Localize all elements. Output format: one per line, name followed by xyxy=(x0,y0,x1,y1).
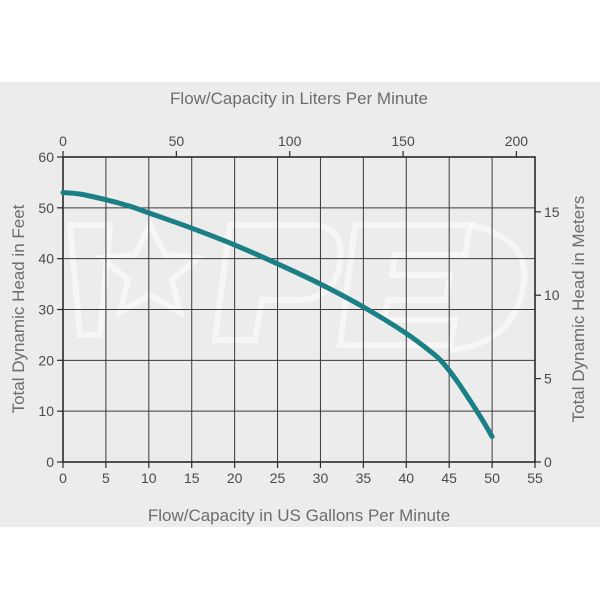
y-axis-title: Total Dynamic Head in Feet xyxy=(9,204,28,413)
x-tick-label: 55 xyxy=(527,470,543,486)
x-tick-labels: 0 5 10 15 20 25 30 35 40 45 50 55 xyxy=(59,462,543,486)
x-tick-label: 30 xyxy=(313,470,329,486)
y2-tick-label: 15 xyxy=(544,204,560,220)
x2-tick-label: 100 xyxy=(278,133,302,149)
pep-watermark-logo xyxy=(66,218,528,353)
x-tick-label: 10 xyxy=(141,470,157,486)
y-tick-label: 40 xyxy=(38,251,54,267)
x-axis-title: Flow/Capacity in US Gallons Per Minute xyxy=(148,506,450,525)
grid-lines xyxy=(62,156,536,463)
y-tick-label: 50 xyxy=(38,200,54,216)
x-tick-label: 45 xyxy=(441,470,457,486)
x2-axis-title: Flow/Capacity in Liters Per Minute xyxy=(170,89,428,108)
y2-tick-label: 5 xyxy=(544,371,552,387)
x-tick-label: 50 xyxy=(484,470,500,486)
x2-tick-label: 200 xyxy=(505,133,529,149)
y-tick-label: 60 xyxy=(38,149,54,165)
y-tick-label: 20 xyxy=(38,352,54,368)
x-tick-label: 25 xyxy=(270,470,286,486)
pump-curve-line xyxy=(60,190,495,440)
x-tick-label: 0 xyxy=(59,470,67,486)
y-tick-label: 30 xyxy=(38,302,54,318)
x-tick-label: 35 xyxy=(356,470,372,486)
y2-tick-label: 10 xyxy=(544,287,560,303)
x2-tick-label: 50 xyxy=(169,133,185,149)
x2-tick-labels: 0 50 100 150 200 xyxy=(59,133,528,157)
y-tick-labels: 0 10 20 30 40 50 60 xyxy=(38,149,63,470)
x-tick-label: 15 xyxy=(184,470,200,486)
y-tick-label: 0 xyxy=(46,454,54,470)
x2-tick-label: 0 xyxy=(59,133,67,149)
y-tick-label: 10 xyxy=(38,403,54,419)
x-tick-label: 5 xyxy=(102,470,110,486)
x2-tick-label: 150 xyxy=(391,133,415,149)
x-tick-label: 20 xyxy=(227,470,243,486)
y2-axis-title: Total Dynamic Head in Meters xyxy=(569,196,588,423)
x-tick-label: 40 xyxy=(398,470,414,486)
y2-tick-label: 0 xyxy=(544,454,552,470)
y2-tick-labels: 0 5 10 15 xyxy=(535,204,560,470)
